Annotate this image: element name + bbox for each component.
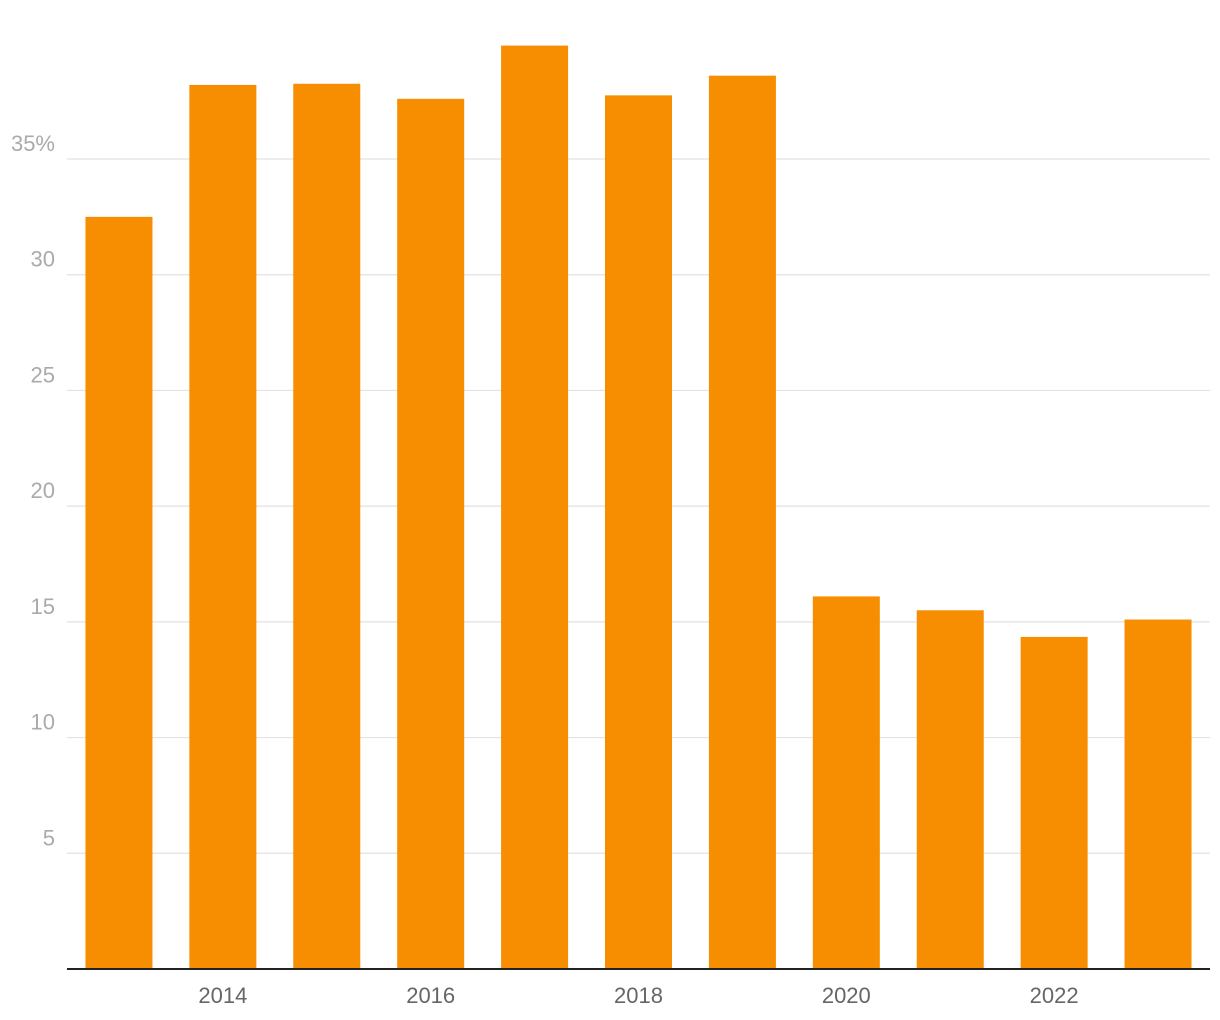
y-tick-label-25: 25 <box>31 362 55 387</box>
y-tick-label-15: 15 <box>31 594 55 619</box>
y-axis-tick-labels: 5 10 15 20 25 30 35% <box>11 131 55 850</box>
x-tick-label-2022: 2022 <box>1030 983 1079 1008</box>
y-tick-label-35: 35% <box>11 131 55 156</box>
bar-2017 <box>501 45 569 970</box>
bar-series <box>85 45 1192 970</box>
bar-2016 <box>397 98 465 970</box>
x-tick-label-2016: 2016 <box>406 983 455 1008</box>
bar-2014 <box>189 84 257 969</box>
x-tick-label-2020: 2020 <box>822 983 871 1008</box>
bar-2018 <box>605 95 672 970</box>
bar-2013 <box>85 216 153 969</box>
bar-2022 <box>1020 636 1088 969</box>
x-axis-tick-labels: 2014 2016 2018 2020 2022 <box>198 983 1078 1008</box>
x-tick-label-2018: 2018 <box>614 983 663 1008</box>
y-tick-label-20: 20 <box>31 478 55 503</box>
bar-2019 <box>708 75 776 969</box>
bar-2020 <box>812 596 880 969</box>
y-tick-label-10: 10 <box>31 710 55 735</box>
bar-2023 <box>1124 619 1192 969</box>
bar-2015 <box>293 83 361 970</box>
bar-2021 <box>916 610 984 969</box>
x-tick-label-2014: 2014 <box>198 983 247 1008</box>
y-tick-label-30: 30 <box>31 247 55 272</box>
y-tick-label-5: 5 <box>43 825 55 850</box>
